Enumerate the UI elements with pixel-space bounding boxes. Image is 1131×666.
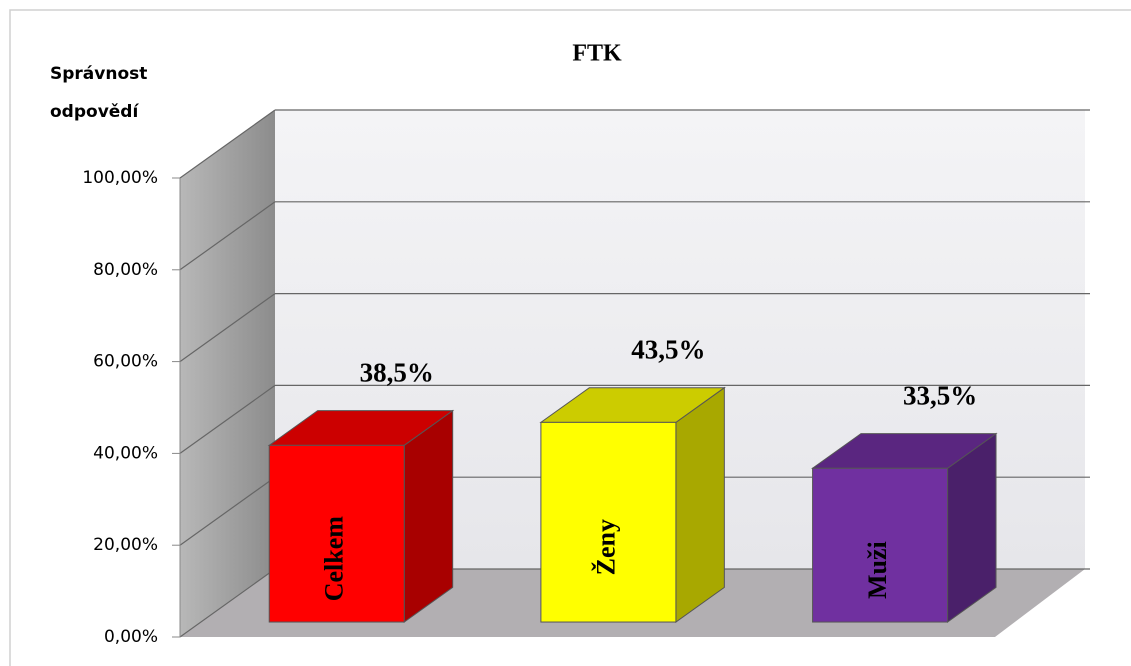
category-label: Celkem bbox=[320, 516, 349, 602]
grid-line bbox=[179, 109, 276, 179]
side-wall bbox=[180, 110, 275, 637]
y-tick-label: 20,00% bbox=[93, 535, 158, 555]
value-label: 43,5% bbox=[631, 335, 705, 365]
grid-line bbox=[179, 384, 276, 454]
y-axis-label: Správnost bbox=[50, 64, 147, 84]
grid-line bbox=[179, 476, 276, 546]
value-label: 33,5% bbox=[903, 380, 977, 410]
grid-line bbox=[179, 293, 276, 363]
category-label: Muži bbox=[863, 541, 892, 599]
y-tick-label: 0,00% bbox=[104, 627, 158, 647]
y-tick-label: 40,00% bbox=[93, 443, 158, 463]
bar-side bbox=[675, 386, 725, 624]
bar bbox=[540, 421, 677, 623]
frame bbox=[9, 9, 1131, 666]
bar bbox=[268, 444, 405, 623]
chart-title: FTK bbox=[572, 41, 622, 67]
grid-line bbox=[179, 568, 276, 638]
bar bbox=[812, 467, 949, 623]
y-tick-label: 80,00% bbox=[93, 260, 158, 280]
y-tick-label: 100,00% bbox=[82, 168, 158, 188]
y-tick-label: 60,00% bbox=[93, 352, 158, 372]
value-label: 38,5% bbox=[360, 358, 434, 388]
y-axis-label: odpovědí bbox=[50, 102, 139, 122]
category-label: Ženy bbox=[591, 519, 620, 575]
grid-line bbox=[179, 201, 276, 271]
bar-side bbox=[403, 409, 454, 624]
